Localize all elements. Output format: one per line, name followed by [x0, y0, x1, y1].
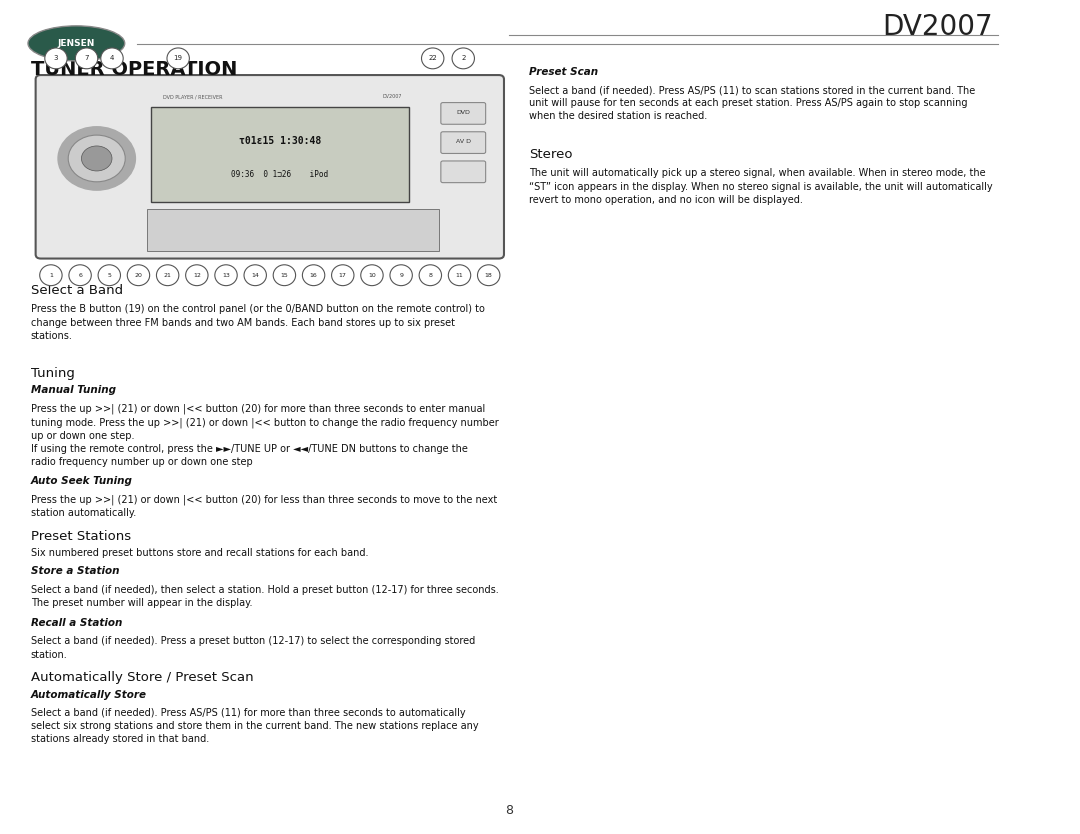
- Text: 1: 1: [49, 273, 53, 278]
- Text: 13: 13: [222, 273, 230, 278]
- Text: 09:36  0 1⊐26    iPod: 09:36 0 1⊐26 iPod: [231, 170, 328, 179]
- Text: AV D: AV D: [456, 139, 471, 144]
- Ellipse shape: [477, 265, 500, 285]
- Ellipse shape: [186, 265, 208, 285]
- Text: 19: 19: [174, 55, 183, 62]
- Ellipse shape: [419, 265, 442, 285]
- Ellipse shape: [390, 265, 413, 285]
- Ellipse shape: [361, 265, 383, 285]
- Circle shape: [68, 135, 125, 182]
- Text: JENSEN: JENSEN: [57, 39, 95, 48]
- Text: 6: 6: [78, 273, 82, 278]
- Text: 8: 8: [505, 804, 513, 817]
- Ellipse shape: [40, 265, 63, 285]
- Circle shape: [58, 127, 135, 190]
- Ellipse shape: [127, 265, 150, 285]
- Text: 12: 12: [193, 273, 201, 278]
- Text: Tuning: Tuning: [30, 367, 75, 380]
- Text: Six numbered preset buttons store and recall stations for each band.: Six numbered preset buttons store and re…: [30, 548, 368, 558]
- Text: Press the B button (19) on the control panel (or the 0/BAND button on the remote: Press the B button (19) on the control p…: [30, 304, 485, 341]
- Text: 10: 10: [368, 273, 376, 278]
- Text: 14: 14: [252, 273, 259, 278]
- Text: 7: 7: [84, 55, 89, 62]
- FancyBboxPatch shape: [147, 209, 438, 251]
- Ellipse shape: [157, 265, 179, 285]
- Ellipse shape: [421, 48, 444, 69]
- Text: Automatically Store / Preset Scan: Automatically Store / Preset Scan: [30, 671, 253, 685]
- Text: Preset Scan: Preset Scan: [529, 67, 598, 77]
- Text: 11: 11: [456, 273, 463, 278]
- FancyBboxPatch shape: [151, 107, 409, 202]
- Text: The unit will automatically pick up a stereo signal, when available. When in ste: The unit will automatically pick up a st…: [529, 168, 993, 205]
- Text: 21: 21: [164, 273, 172, 278]
- Text: 15: 15: [281, 273, 288, 278]
- Ellipse shape: [215, 265, 238, 285]
- Text: 2: 2: [461, 55, 465, 62]
- Text: 3: 3: [54, 55, 58, 62]
- Text: Select a band (if needed), then select a station. Hold a preset button (12-17) f: Select a band (if needed), then select a…: [30, 585, 498, 608]
- Ellipse shape: [167, 48, 189, 69]
- Text: Select a band (if needed). Press AS/PS (11) for more than three seconds to autom: Select a band (if needed). Press AS/PS (…: [30, 708, 478, 745]
- Text: Press the up >>| (21) or down |<< button (20) for less than three seconds to mov: Press the up >>| (21) or down |<< button…: [30, 495, 497, 518]
- Ellipse shape: [44, 48, 67, 69]
- Text: Auto Seek Tuning: Auto Seek Tuning: [30, 476, 133, 486]
- Text: Select a band (if needed). Press a preset button (12-17) to select the correspon: Select a band (if needed). Press a prese…: [30, 636, 475, 660]
- Text: DV2007: DV2007: [382, 94, 402, 99]
- Ellipse shape: [302, 265, 325, 285]
- Text: 20: 20: [135, 273, 143, 278]
- Text: 16: 16: [310, 273, 318, 278]
- Text: Stereo: Stereo: [529, 148, 572, 161]
- Text: Store a Station: Store a Station: [30, 566, 119, 576]
- FancyBboxPatch shape: [441, 161, 486, 183]
- FancyBboxPatch shape: [441, 132, 486, 153]
- Text: TUNER OPERATION: TUNER OPERATION: [30, 60, 237, 79]
- Text: 9: 9: [400, 273, 403, 278]
- Text: τ01ε15 1:30:48: τ01ε15 1:30:48: [239, 136, 321, 145]
- Ellipse shape: [332, 265, 354, 285]
- Text: DV2007: DV2007: [882, 13, 993, 41]
- Text: 5: 5: [107, 273, 111, 278]
- Text: Manual Tuning: Manual Tuning: [30, 385, 116, 395]
- Text: Select a Band: Select a Band: [30, 284, 123, 297]
- FancyBboxPatch shape: [36, 75, 504, 259]
- Ellipse shape: [28, 26, 124, 61]
- Ellipse shape: [76, 48, 98, 69]
- Text: Select a band (if needed). Press AS/PS (11) to scan stations stored in the curre: Select a band (if needed). Press AS/PS (…: [529, 85, 975, 122]
- Text: Preset Stations: Preset Stations: [30, 530, 131, 543]
- Text: Recall a Station: Recall a Station: [30, 618, 122, 628]
- Ellipse shape: [100, 48, 123, 69]
- Ellipse shape: [273, 265, 296, 285]
- FancyBboxPatch shape: [441, 103, 486, 124]
- Text: 8: 8: [429, 273, 432, 278]
- Text: DVD PLAYER / RECEIVER: DVD PLAYER / RECEIVER: [163, 94, 222, 99]
- Ellipse shape: [448, 265, 471, 285]
- Ellipse shape: [69, 265, 92, 285]
- Text: DVD: DVD: [457, 110, 470, 115]
- Text: Automatically Store: Automatically Store: [30, 690, 147, 700]
- Text: 4: 4: [110, 55, 114, 62]
- Text: 18: 18: [485, 273, 492, 278]
- Text: 17: 17: [339, 273, 347, 278]
- Ellipse shape: [453, 48, 474, 69]
- Ellipse shape: [244, 265, 267, 285]
- Ellipse shape: [98, 265, 121, 285]
- Circle shape: [81, 146, 112, 171]
- Text: 22: 22: [429, 55, 437, 62]
- Text: Press the up >>| (21) or down |<< button (20) for more than three seconds to ent: Press the up >>| (21) or down |<< button…: [30, 404, 498, 467]
